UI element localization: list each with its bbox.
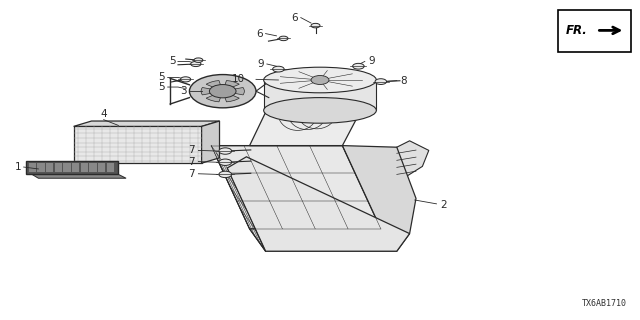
Circle shape (375, 79, 387, 84)
Bar (63, 163, 70, 172)
Bar (264, 80, 376, 110)
Polygon shape (74, 121, 220, 126)
Text: 10: 10 (231, 74, 244, 84)
Text: 5: 5 (169, 56, 175, 67)
Text: 1: 1 (15, 162, 21, 172)
Ellipse shape (264, 67, 376, 93)
Circle shape (219, 159, 232, 165)
Text: 4: 4 (100, 109, 107, 119)
Polygon shape (227, 157, 410, 251)
Text: 9: 9 (257, 59, 264, 69)
Text: 8: 8 (400, 76, 406, 86)
Text: 6: 6 (291, 12, 298, 23)
Circle shape (219, 148, 232, 154)
Bar (81, 163, 88, 172)
Polygon shape (381, 141, 429, 182)
Bar (89, 163, 97, 172)
Text: 7: 7 (189, 156, 195, 167)
Text: TX6AB1710: TX6AB1710 (582, 299, 627, 308)
Text: 5: 5 (159, 72, 165, 83)
Polygon shape (250, 229, 397, 251)
Polygon shape (202, 121, 220, 163)
Polygon shape (250, 90, 358, 146)
Polygon shape (211, 146, 381, 229)
Circle shape (219, 171, 232, 178)
Text: 2: 2 (440, 200, 447, 210)
Bar (55, 163, 62, 172)
Bar (46, 163, 54, 172)
Circle shape (209, 84, 236, 98)
Circle shape (191, 61, 201, 67)
Polygon shape (211, 146, 266, 251)
Bar (29, 163, 36, 172)
Wedge shape (223, 87, 244, 95)
Circle shape (180, 77, 191, 82)
Bar (106, 163, 114, 172)
Circle shape (273, 66, 284, 72)
Text: 6: 6 (256, 28, 262, 39)
Circle shape (194, 58, 203, 62)
Wedge shape (223, 81, 239, 91)
Bar (26, 161, 118, 174)
Text: 7: 7 (189, 169, 195, 179)
Text: 7: 7 (189, 145, 195, 156)
Bar (74, 126, 202, 163)
Wedge shape (223, 91, 239, 102)
Polygon shape (32, 174, 126, 178)
Wedge shape (201, 87, 223, 95)
Bar (98, 163, 105, 172)
Wedge shape (206, 81, 223, 91)
Bar (72, 163, 79, 172)
Text: 5: 5 (159, 82, 165, 92)
Circle shape (311, 23, 320, 28)
Polygon shape (342, 146, 416, 251)
Wedge shape (206, 91, 223, 102)
Circle shape (311, 76, 329, 84)
Text: FR.: FR. (566, 24, 588, 37)
Text: 9: 9 (368, 56, 374, 67)
FancyBboxPatch shape (558, 10, 631, 52)
Text: 3: 3 (180, 86, 187, 96)
Ellipse shape (264, 98, 376, 123)
Circle shape (189, 75, 256, 108)
Circle shape (353, 63, 364, 69)
Circle shape (279, 36, 288, 41)
Bar (37, 163, 45, 172)
